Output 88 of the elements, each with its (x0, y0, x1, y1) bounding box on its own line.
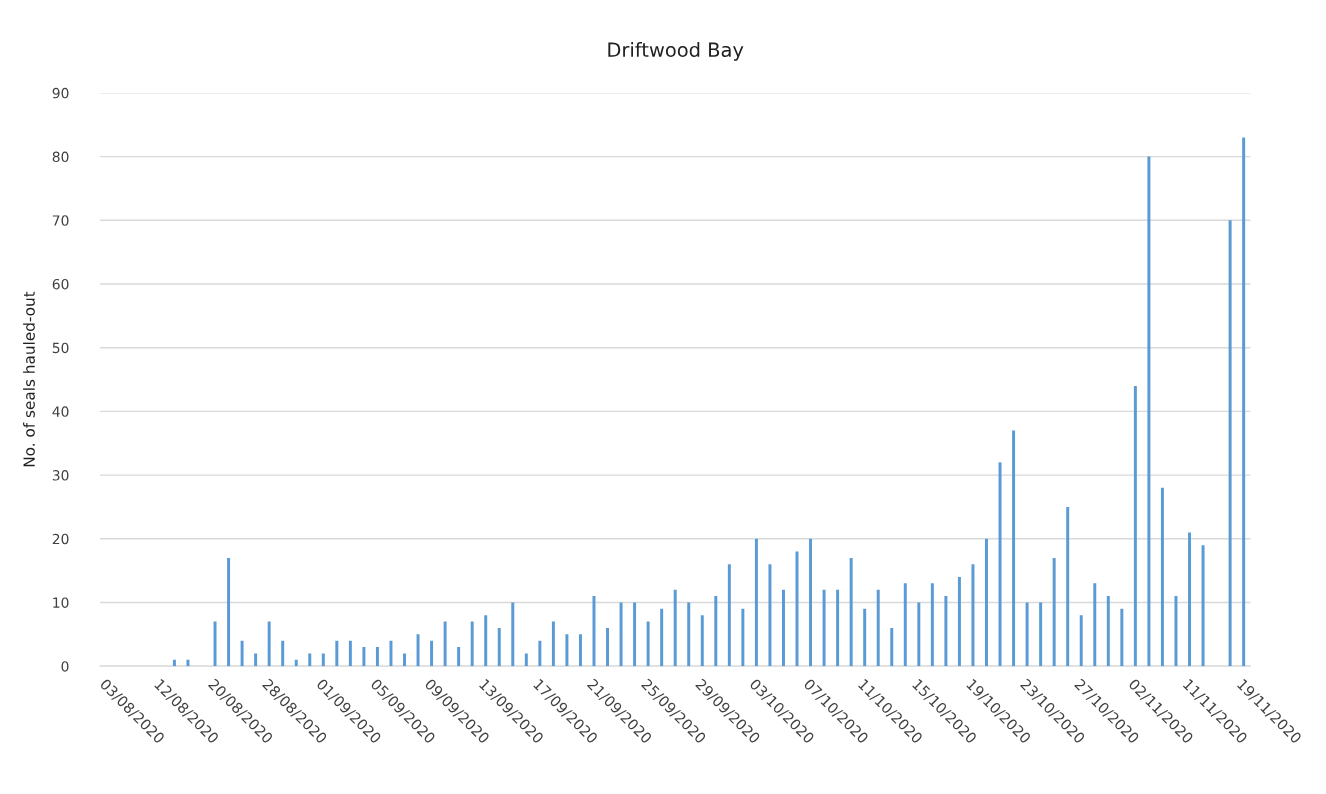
bar (538, 640, 542, 667)
bar (578, 634, 582, 667)
bar (321, 653, 325, 667)
bar (606, 627, 610, 667)
y-axis-title: No. of seals hauled-out (23, 291, 35, 467)
bar (727, 564, 731, 667)
bar (1066, 506, 1070, 667)
y-tick-label: 70 (52, 215, 69, 226)
bar (1120, 608, 1124, 667)
bar (930, 583, 934, 667)
bar (213, 621, 217, 667)
bar (1228, 220, 1232, 667)
bar (998, 462, 1002, 667)
bar (267, 621, 271, 667)
bar (375, 647, 379, 667)
bar (227, 557, 231, 667)
bar (768, 564, 772, 667)
bar (822, 589, 826, 667)
bar (971, 564, 975, 667)
bar (403, 653, 406, 667)
bar (186, 659, 190, 667)
bar (1106, 596, 1110, 667)
bar (551, 621, 555, 667)
bar (294, 659, 298, 667)
bar (281, 640, 285, 667)
bar (1160, 487, 1164, 667)
bar (172, 659, 176, 667)
bar (484, 615, 488, 667)
bar (741, 608, 745, 667)
chart-title: Driftwood Bay (608, 42, 744, 61)
bar (308, 653, 312, 667)
bar (430, 640, 434, 667)
bar (443, 621, 447, 667)
bar (863, 608, 867, 667)
bar (511, 602, 515, 667)
bar (660, 608, 664, 667)
bar (1079, 615, 1083, 667)
y-tick-label: 10 (53, 597, 69, 608)
bar (673, 589, 677, 667)
bar (1188, 532, 1191, 667)
bar (944, 596, 948, 667)
bar (1242, 137, 1246, 667)
bar (985, 538, 988, 667)
bar (497, 627, 501, 667)
bar (1174, 596, 1178, 667)
bar (619, 602, 623, 667)
y-tick-label: 0 (61, 661, 69, 672)
bar (1012, 430, 1016, 667)
bar (254, 653, 258, 667)
bar (849, 557, 853, 667)
bar (687, 602, 691, 667)
y-tick-label: 40 (52, 406, 69, 417)
bar (836, 589, 840, 667)
bar (240, 640, 244, 667)
bar (917, 602, 921, 667)
bar (633, 602, 637, 667)
bar (903, 583, 907, 667)
bar (389, 640, 393, 667)
bar (362, 647, 366, 667)
bar (1201, 545, 1205, 667)
bar (457, 647, 461, 667)
bar (781, 589, 785, 667)
bar (1133, 385, 1137, 667)
bar (890, 627, 894, 667)
bar (1093, 583, 1097, 667)
y-tick-label: 20 (52, 533, 69, 545)
y-tick-label: 90 (52, 87, 69, 99)
bar (416, 634, 420, 667)
y-tick-label: 60 (52, 278, 69, 290)
bar (524, 653, 528, 667)
bar (1039, 602, 1043, 667)
bar (335, 640, 339, 667)
y-tick-label: 30 (52, 470, 69, 481)
bar (876, 589, 880, 667)
bar (565, 634, 569, 667)
bar (348, 640, 352, 667)
bar (809, 538, 813, 667)
y-tick-label: 50 (52, 342, 69, 354)
bar (1025, 602, 1029, 667)
bar (1052, 557, 1056, 667)
bar (754, 538, 758, 667)
bar (700, 615, 704, 667)
bar (714, 596, 718, 667)
bar (470, 621, 474, 667)
bar (957, 576, 961, 667)
bar (1147, 156, 1151, 667)
y-tick-label: 80 (52, 151, 69, 163)
bar (646, 621, 650, 667)
